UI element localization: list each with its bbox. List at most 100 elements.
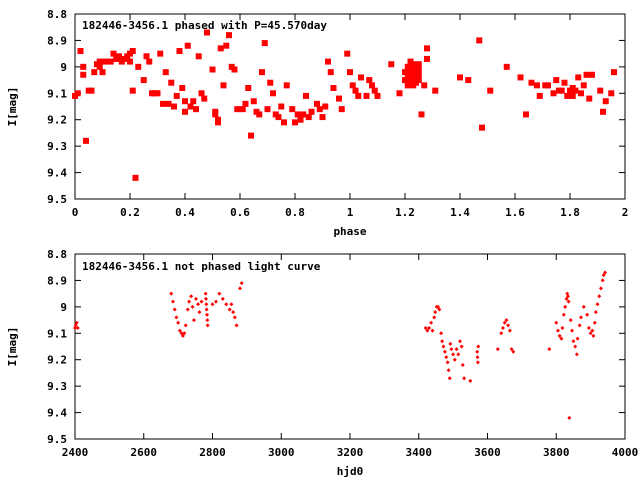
- data-point: [210, 302, 215, 307]
- data-point: [507, 328, 512, 333]
- data-point: [96, 63, 103, 70]
- data-point: [289, 106, 296, 113]
- data-point: [180, 333, 185, 338]
- data-point: [187, 103, 194, 110]
- x-tick-label: 0.6: [230, 206, 250, 219]
- data-point: [205, 323, 210, 328]
- data-point: [205, 312, 209, 317]
- data-point: [314, 100, 320, 107]
- data-point: [415, 71, 422, 78]
- data-point: [560, 326, 565, 330]
- data-point: [308, 108, 315, 115]
- data-point: [170, 299, 175, 304]
- data-point: [143, 53, 150, 60]
- data-point: [242, 100, 249, 107]
- data-point: [517, 74, 524, 81]
- data-point: [595, 302, 600, 307]
- data-point: [234, 106, 241, 113]
- x-tick-label: 3600: [474, 446, 501, 459]
- data-point: [231, 310, 236, 315]
- data-point: [479, 124, 485, 131]
- data-point: [77, 48, 84, 54]
- data-point: [456, 352, 461, 357]
- data-point: [183, 323, 188, 328]
- y-axis-label: I[mag]: [6, 87, 19, 127]
- data-point: [303, 92, 309, 99]
- y-tick-label: 8.9: [47, 274, 67, 287]
- data-point: [275, 114, 282, 121]
- data-point: [162, 69, 169, 76]
- data-point: [555, 328, 560, 333]
- data-point: [347, 69, 353, 76]
- data-point: [432, 315, 437, 320]
- data-point: [187, 299, 192, 304]
- data-point: [449, 347, 454, 352]
- x-tick-label: 3800: [543, 446, 570, 459]
- data-point: [433, 310, 438, 315]
- y-tick-label: 9.5: [47, 433, 67, 446]
- data-point: [363, 92, 370, 99]
- data-point: [75, 326, 80, 330]
- data-point: [475, 360, 480, 365]
- data-point: [195, 53, 202, 60]
- y-tick-label: 9.4: [47, 167, 67, 180]
- x-tick-label: 3200: [337, 446, 364, 459]
- data-point: [441, 344, 446, 349]
- data-point: [283, 82, 290, 89]
- data-point: [193, 106, 199, 113]
- data-point: [182, 108, 188, 115]
- data-point: [135, 63, 142, 70]
- y-tick-label: 9: [60, 61, 67, 74]
- data-point: [256, 111, 263, 118]
- data-point: [176, 48, 183, 54]
- data-point: [458, 339, 462, 344]
- data-point: [460, 363, 465, 367]
- data-point: [475, 349, 480, 354]
- data-point: [204, 29, 210, 36]
- data-point: [509, 347, 514, 352]
- data-point: [305, 114, 312, 121]
- data-point: [182, 331, 187, 336]
- data-point: [495, 347, 500, 352]
- data-point: [565, 294, 570, 299]
- y-tick-label: 8.8: [47, 8, 67, 21]
- data-point: [355, 92, 362, 99]
- data-point: [319, 114, 326, 121]
- data-point: [226, 32, 232, 39]
- data-point: [179, 331, 184, 336]
- data-point: [371, 87, 378, 94]
- data-point: [432, 87, 439, 94]
- data-point: [475, 355, 480, 360]
- data-point: [457, 74, 463, 81]
- data-point: [586, 326, 591, 330]
- data-point: [547, 347, 552, 352]
- x-tick-label: 0.8: [285, 206, 305, 219]
- data-point: [179, 85, 186, 91]
- data-point: [250, 98, 257, 105]
- x-axis-label: hjd0: [337, 465, 364, 478]
- data-point: [440, 339, 445, 344]
- data-point: [608, 90, 615, 97]
- data-point: [204, 307, 209, 312]
- data-point: [459, 344, 464, 349]
- data-point: [574, 352, 579, 357]
- data-point: [566, 299, 571, 304]
- data-point: [191, 318, 196, 323]
- data-point: [427, 326, 432, 330]
- data-point: [528, 79, 535, 86]
- data-point: [96, 58, 103, 65]
- data-point: [325, 58, 331, 65]
- data-point: [534, 82, 540, 89]
- data-point: [176, 320, 181, 325]
- x-tick-label: 2800: [199, 446, 226, 459]
- data-point: [172, 307, 177, 312]
- data-point: [424, 45, 430, 52]
- data-point: [462, 376, 467, 381]
- data-point: [374, 92, 381, 99]
- data-point: [173, 92, 180, 99]
- data-point: [415, 66, 422, 73]
- data-point: [165, 100, 172, 107]
- data-point: [536, 92, 543, 99]
- data-point: [177, 328, 182, 333]
